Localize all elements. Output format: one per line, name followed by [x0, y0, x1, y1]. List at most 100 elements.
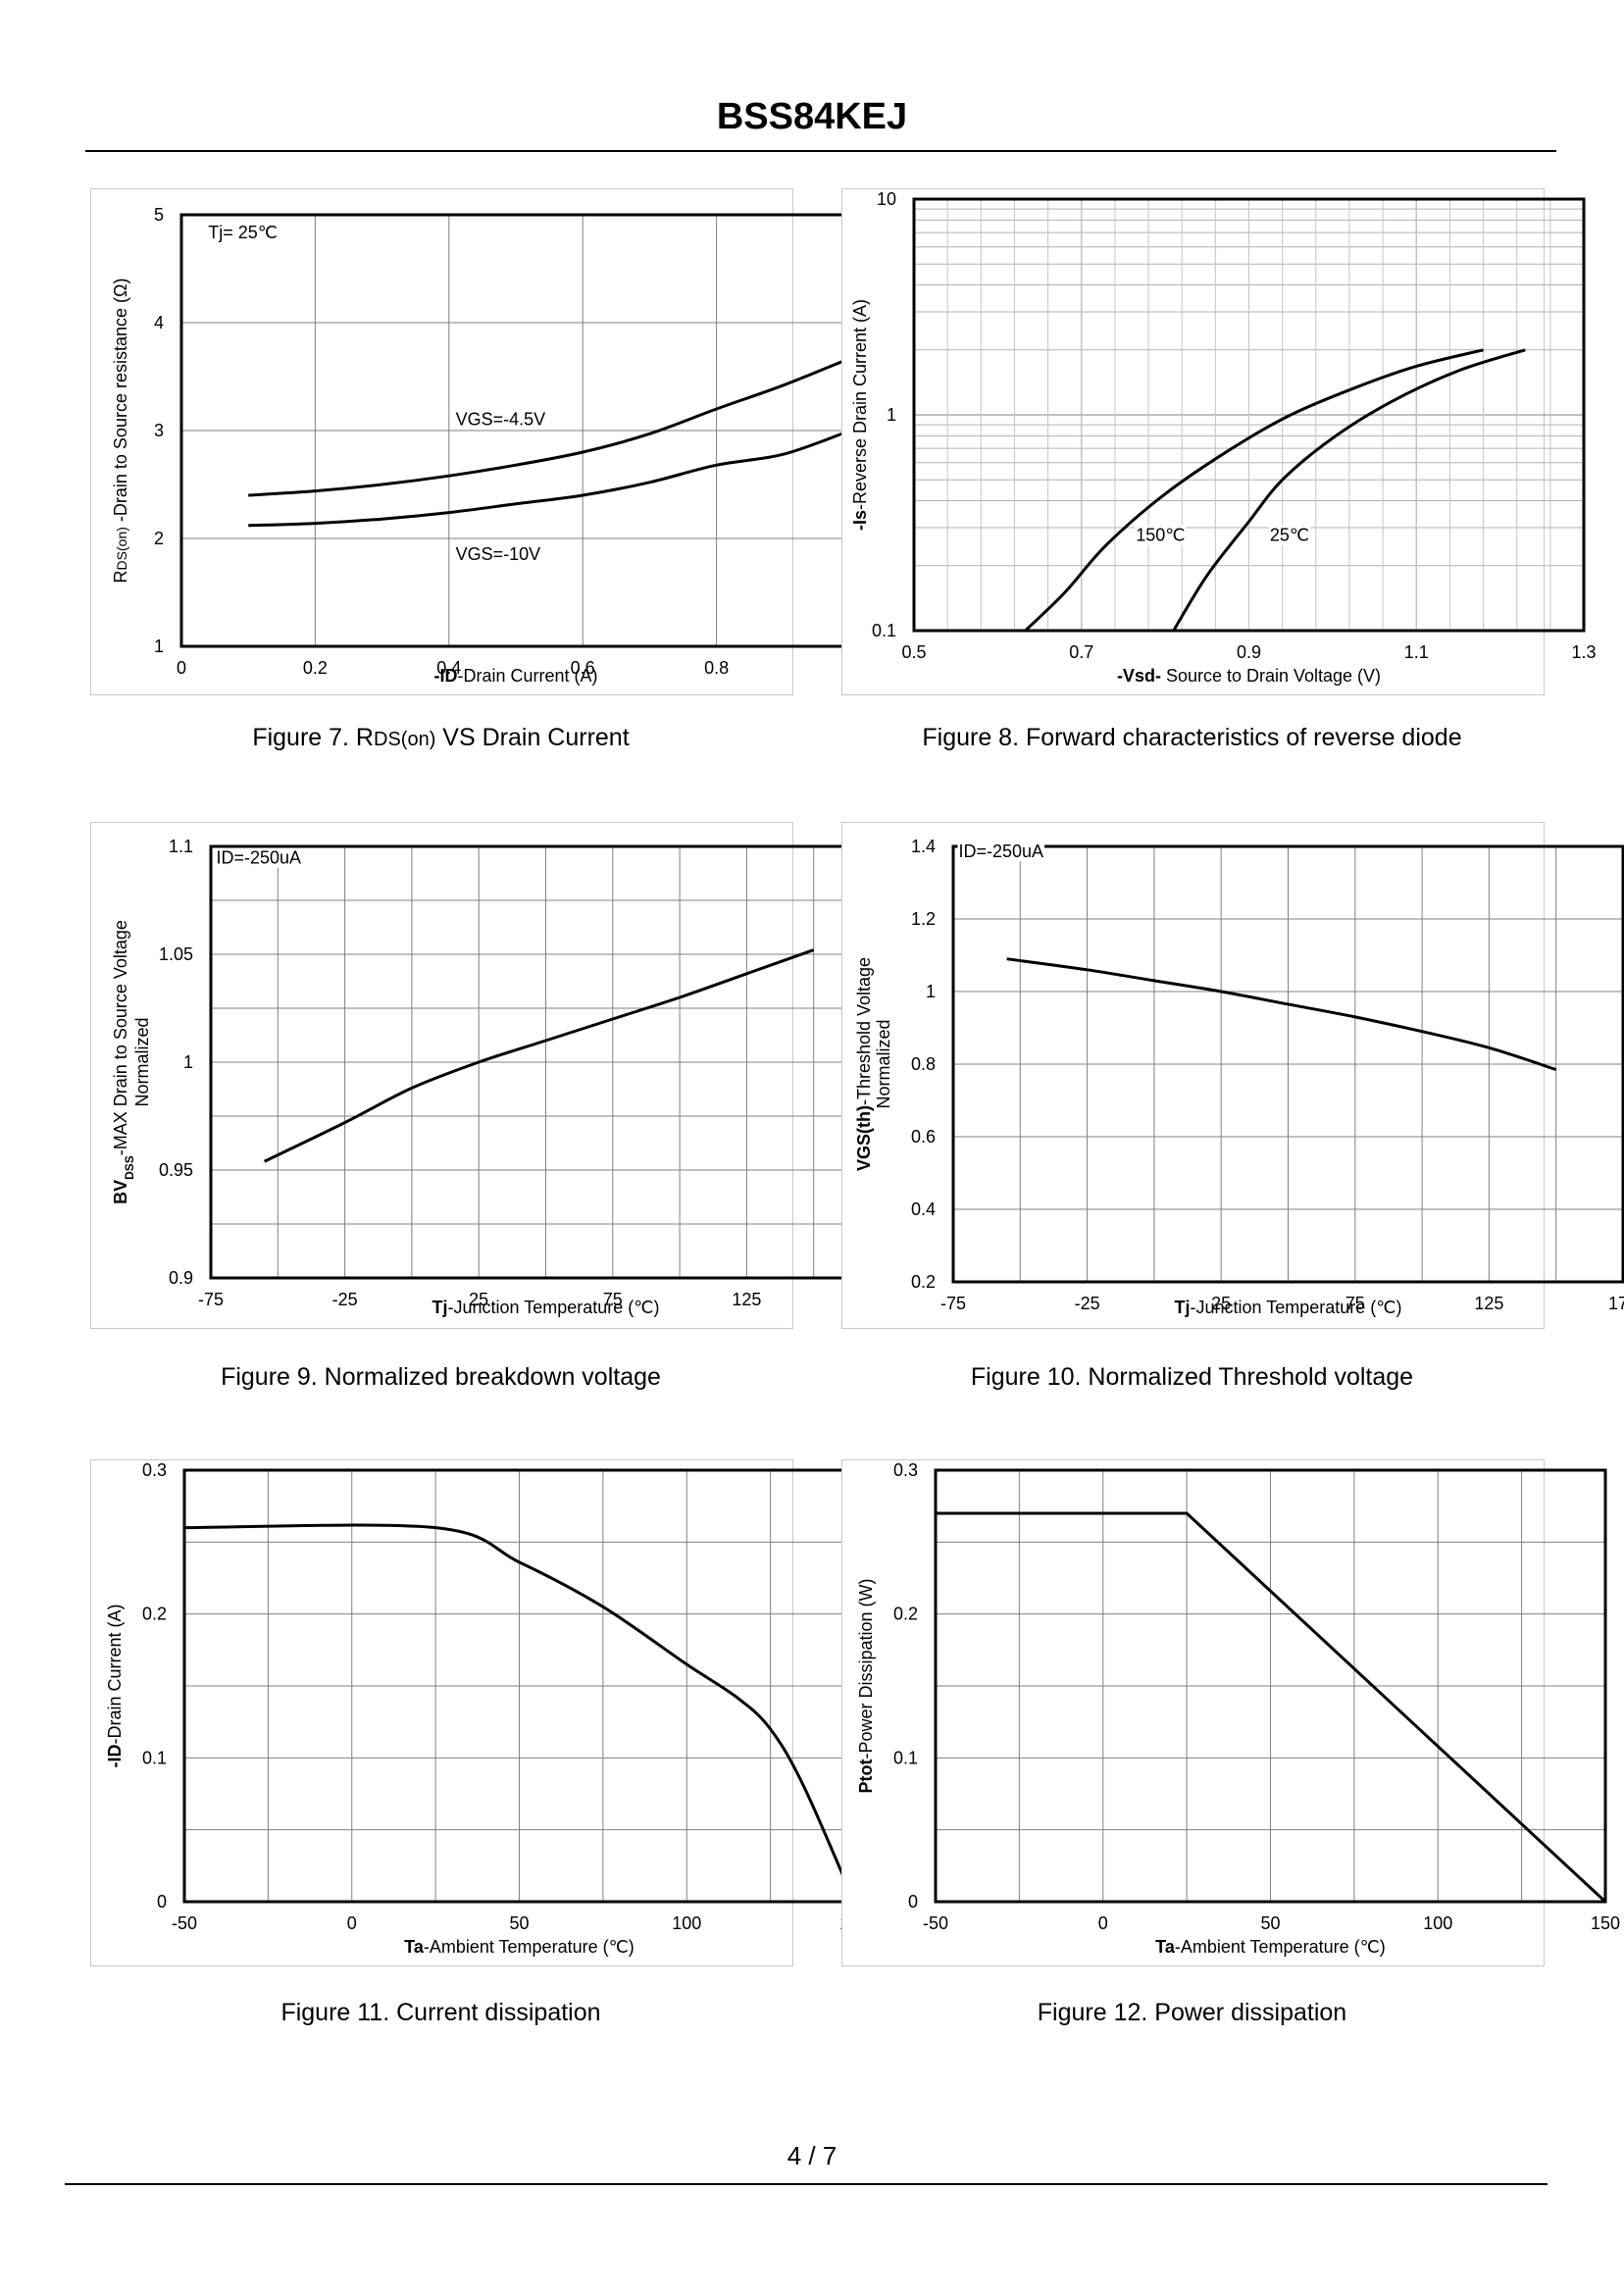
x-axis-label-part: -Ambient Temperature (℃)	[424, 1937, 634, 1957]
figure-9-svg: -75-2525751251750.90.9511.051.1Tj-Juncti…	[111, 837, 895, 1317]
x-tick-label: 0	[347, 1913, 357, 1933]
y-axis-label: -Is-Reverse Drain Current (A)	[850, 299, 870, 531]
y-tick-label: 0	[157, 1892, 167, 1912]
x-tick-label: 0.5	[901, 642, 926, 662]
y-tick-label: 0.1	[872, 621, 896, 640]
plot-frame	[951, 844, 1624, 1284]
y-tick-label: 1.05	[159, 944, 193, 964]
figure-8-caption: Figure 8. Forward characteristics of rev…	[922, 724, 1462, 751]
x-tick-label: 100	[1423, 1913, 1452, 1933]
x-tick-label: 0.8	[704, 658, 729, 678]
y-tick-label: 1.2	[911, 909, 936, 929]
y-tick-label: 1.1	[169, 837, 193, 856]
x-tick-label: 125	[732, 1290, 761, 1309]
chart-annotation: ID=-250uA	[958, 841, 1043, 861]
figure-7-caption: Figure 7. RDS(on) VS Drain Current	[90, 724, 791, 752]
figure-8-svg: 0.5 0.7 0.9 1.1 1.3 0.1 1 10 -Vsd- Source to Dra…	[850, 189, 1597, 686]
x-axis-label-part: -ID	[433, 666, 457, 686]
y-tick-label: 0.95	[159, 1160, 193, 1180]
x-axis-label-part: -Vsd-	[1117, 666, 1161, 686]
x-tick-label: 150	[1591, 1913, 1620, 1933]
y-tick-label: 0.9	[169, 1268, 193, 1288]
y-axis-label-part: -ID	[105, 1745, 125, 1768]
series-line-0	[936, 1511, 1607, 1904]
y-tick-label: 1	[154, 637, 164, 656]
x-tick-label: -50	[923, 1913, 948, 1933]
x-axis-label-part: Source to Drain Voltage (V)	[1161, 666, 1381, 686]
y-tick-label: 0.2	[911, 1272, 936, 1292]
y-tick-label: 0	[908, 1892, 918, 1912]
series-line-0	[1006, 957, 1557, 1071]
x-axis-label-part: Tj	[432, 1298, 448, 1317]
y-axis-label-part: -Drain to Source resistance (Ω)	[111, 279, 130, 528]
x-tick-label: 50	[509, 1913, 529, 1933]
y-axis-label-line2: Normalized	[874, 1019, 893, 1108]
x-axis-label-part: -Ambient Temperature (℃)	[1175, 1937, 1386, 1957]
annotation-background	[215, 847, 303, 868]
plot-frame	[934, 1468, 1607, 1904]
y-axis-label: -ID-Drain Current (A)	[105, 1604, 125, 1767]
y-tick-label: 0.1	[142, 1748, 167, 1767]
figure-12-caption: Figure 12. Power dissipation	[1037, 1999, 1347, 2026]
figure-7-chart: 00.20.40.60.8112345-ID-Drain Current (A)…	[90, 188, 855, 695]
x-axis-label-part: -Junction Temperature (℃)	[1191, 1298, 1402, 1317]
x-tick-label: -25	[1075, 1294, 1100, 1313]
x-tick-label: 0.4	[436, 658, 461, 678]
x-axis-label-part: Tj	[1175, 1298, 1191, 1317]
figure-10-chart: -75 -25 25 75 125 175 0.2 0.4 0.6 0.8 1 1.2 1.4 Tj-Ju…	[841, 822, 1624, 1329]
figure-8-chart: 0.5 0.7 0.9 1.1 1.3 0.1 1 10 -Vsd- Source to Dra…	[841, 188, 1597, 695]
chart-annotation: VGS=-4.5V	[456, 410, 546, 430]
series-line-0	[183, 1523, 856, 1903]
y-axis-label-part: -Power Dissipation (W)	[856, 1578, 876, 1759]
y-tick-label: 0.6	[911, 1127, 936, 1147]
y-tick-label: 0.2	[142, 1605, 167, 1624]
y-tick-label: 0.3	[142, 1460, 167, 1480]
header-rule	[85, 150, 1556, 152]
y-axis-label: RDS(on) -Drain to Source resistance (Ω)	[111, 279, 130, 584]
x-axis-label-part: -Drain Current (A)	[457, 666, 597, 686]
y-axis-label-line2: Normalized	[132, 1017, 152, 1106]
x-tick-label: 0.6	[571, 658, 595, 678]
y-axis-label: VGS(th)-Threshold Voltage	[854, 957, 874, 1171]
x-tick-label: 75	[603, 1290, 623, 1309]
y-axis-label-part: -Drain Current (A)	[105, 1604, 125, 1744]
x-tick-label: 50	[1260, 1913, 1280, 1933]
series-line-0	[248, 356, 851, 497]
y-tick-label: 1	[887, 405, 896, 425]
y-tick-label: 0.4	[911, 1199, 936, 1219]
y-axis-label-part: DSS	[123, 1155, 136, 1180]
figure-7-caption-suffix: VS Drain Current	[435, 724, 630, 751]
x-tick-label: 0	[1098, 1913, 1108, 1933]
x-axis-label-part: -Junction Temperature (℃)	[448, 1298, 660, 1317]
y-tick-label: 0.3	[893, 1460, 918, 1480]
series-line-1	[1172, 348, 1526, 632]
chart-annotation: 25℃	[1270, 526, 1309, 545]
y-axis-label-part: VGS(th)	[854, 1105, 874, 1171]
x-axis-label: Tj-Junction Temperature (℃)	[1175, 1298, 1402, 1317]
series-line-1	[248, 429, 851, 528]
x-tick-label: 0.9	[1237, 642, 1261, 662]
page-number: 4 / 7	[787, 2141, 837, 2170]
y-tick-label: 0.8	[911, 1054, 936, 1074]
x-tick-label: 0.7	[1069, 642, 1093, 662]
series-line-0	[263, 948, 815, 1163]
x-axis-label: Ta-Ambient Temperature (℃)	[1155, 1937, 1386, 1957]
x-tick-label: -25	[332, 1290, 358, 1309]
y-axis-label-part: Ptot	[856, 1759, 876, 1794]
y-axis-label-part: -Reverse Drain Current (A)	[850, 299, 870, 510]
x-tick-label: 0.2	[303, 658, 328, 678]
x-tick-label: -75	[940, 1294, 966, 1313]
y-axis-label-part: DS(on)	[114, 527, 129, 570]
figure-7-svg: 00.20.40.60.8112345-ID-Drain Current (A)…	[111, 205, 855, 686]
annotation-background	[454, 544, 542, 564]
figure-7-caption-subscript: DS(on)	[374, 729, 436, 750]
annotation-background	[1135, 525, 1187, 545]
x-axis-label: -ID-Drain Current (A)	[433, 666, 597, 686]
y-tick-label: 1	[926, 982, 936, 1001]
chart-annotation: ID=-250uA	[216, 848, 301, 868]
y-axis-label-part: -MAX Drain to Source Voltage	[111, 920, 130, 1155]
x-tick-label: -50	[172, 1913, 197, 1933]
annotation-background	[454, 409, 547, 430]
